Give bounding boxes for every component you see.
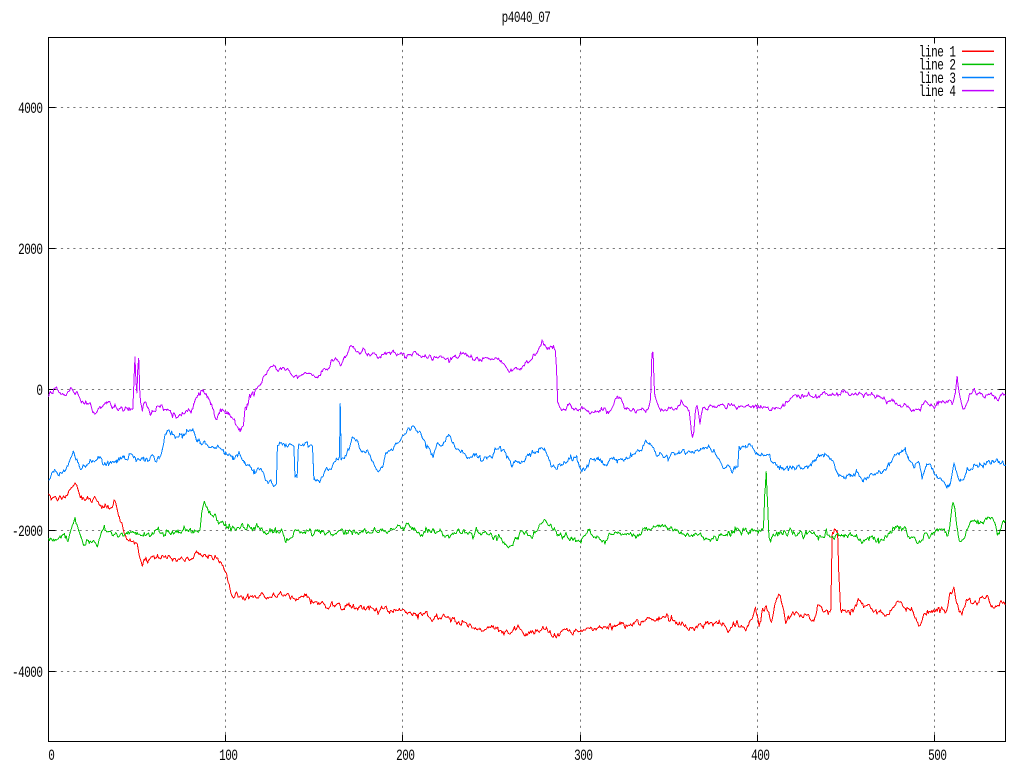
svg-text:100: 100: [219, 748, 238, 765]
svg-text:0: 0: [36, 383, 42, 400]
svg-text:400: 400: [751, 748, 770, 765]
svg-text:line 3: line 3: [919, 71, 956, 88]
svg-text:4000: 4000: [18, 101, 43, 118]
svg-text:200: 200: [396, 748, 415, 765]
svg-text:line 1: line 1: [919, 45, 956, 62]
svg-text:500: 500: [928, 748, 947, 765]
svg-text:300: 300: [574, 748, 593, 765]
svg-text:line 2: line 2: [919, 58, 956, 75]
svg-text:p4040_07: p4040_07: [502, 10, 551, 27]
svg-text:-4000: -4000: [12, 665, 43, 682]
svg-text:2000: 2000: [18, 242, 43, 259]
svg-text:line 4: line 4: [919, 84, 956, 101]
svg-text:0: 0: [48, 748, 54, 765]
svg-text:-2000: -2000: [12, 524, 43, 541]
